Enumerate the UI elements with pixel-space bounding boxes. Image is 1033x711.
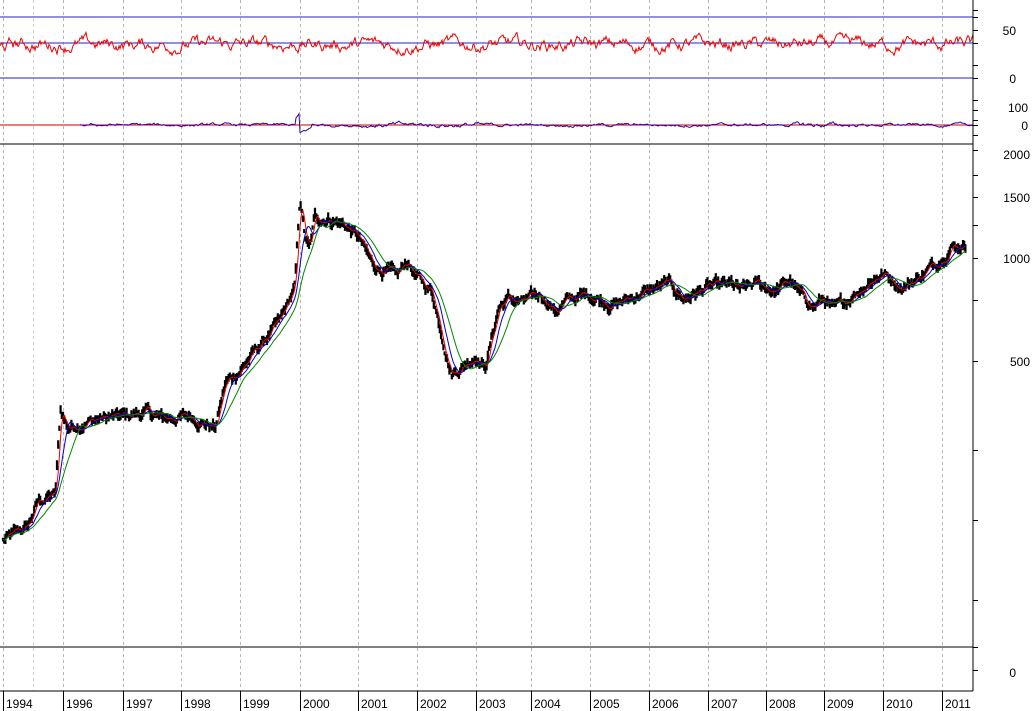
x-label-1996: 1996 (66, 697, 93, 711)
oscillator-panel (0, 16, 974, 79)
moving-average-blue (2, 219, 966, 541)
price-tick-500: 500 (1010, 355, 1030, 369)
price-marks (1, 201, 967, 544)
x-label-1994: 1994 (6, 697, 33, 711)
x-axis-labels: 1994 1996 1997 1998 1999 2000 2001 2002 2003 2004… (3, 691, 971, 711)
momentum-series (79, 112, 974, 134)
price-tick-0: 0 (1009, 666, 1016, 680)
x-label-2006: 2006 (652, 697, 679, 711)
x-label-1999: 1999 (243, 697, 270, 711)
price-tick-1000: 1000 (1003, 252, 1030, 266)
vertical-grid (3, 0, 943, 691)
right-axis-minor-ticks (973, 10, 978, 671)
momentum-panel (0, 112, 974, 145)
price-tick-1500: 1500 (1003, 191, 1030, 205)
x-label-1997: 1997 (126, 697, 153, 711)
x-label-2001: 2001 (361, 697, 388, 711)
osc-tick-0: 0 (1009, 72, 1016, 86)
x-label-2009: 2009 (827, 697, 854, 711)
osc-tick-50: 50 (1003, 24, 1017, 38)
price-tick-2000: 2000 (1003, 148, 1030, 162)
x-label-2007: 2007 (711, 697, 738, 711)
x-label-2011: 2011 (945, 697, 971, 711)
moving-average-green (2, 220, 966, 541)
x-label-2000: 2000 (303, 697, 330, 711)
x-label-2002: 2002 (420, 697, 447, 711)
x-label-2004: 2004 (534, 697, 561, 711)
x-label-2008: 2008 (769, 697, 796, 711)
price-panel (0, 201, 973, 648)
momentum-tick-100: 100 (1008, 101, 1028, 115)
oscillator-series (0, 30, 974, 57)
x-label-1998: 1998 (184, 697, 211, 711)
x-label-2010: 2010 (886, 697, 913, 711)
x-label-2005: 2005 (593, 697, 620, 711)
x-label-2003: 2003 (479, 697, 506, 711)
x-axis: 1994 1996 1997 1998 1999 2000 2001 2002 2003 2004… (0, 690, 973, 711)
right-axis: 50 0 100 0 2000 1500 1000 500 0 (972, 0, 1030, 691)
momentum-tick-0: 0 (1021, 119, 1028, 133)
